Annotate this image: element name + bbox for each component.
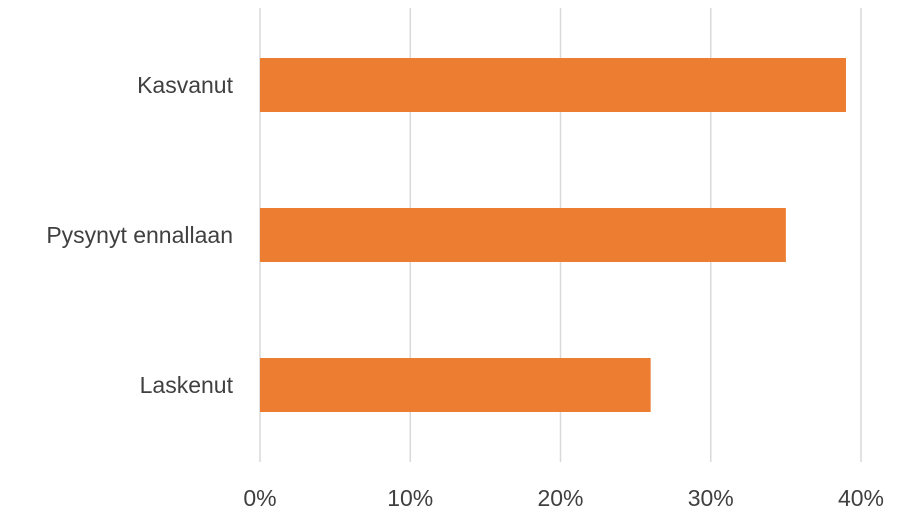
x-axis-tick-labels: 0% 10% 20% 30% 40%: [243, 485, 884, 511]
category-label: Laskenut: [140, 372, 234, 398]
category-labels: Kasvanut Pysynyt ennallaan Laskenut: [46, 72, 233, 398]
category-label: Kasvanut: [137, 72, 234, 98]
bars: [260, 58, 846, 412]
bar: [260, 58, 846, 112]
category-label: Pysynyt ennallaan: [46, 222, 233, 248]
x-tick-label: 10%: [387, 485, 433, 511]
bar: [260, 208, 786, 262]
x-tick-label: 30%: [688, 485, 734, 511]
bar: [260, 358, 651, 412]
x-tick-label: 40%: [838, 485, 884, 511]
x-tick-label: 0%: [243, 485, 276, 511]
x-tick-label: 20%: [537, 485, 583, 511]
